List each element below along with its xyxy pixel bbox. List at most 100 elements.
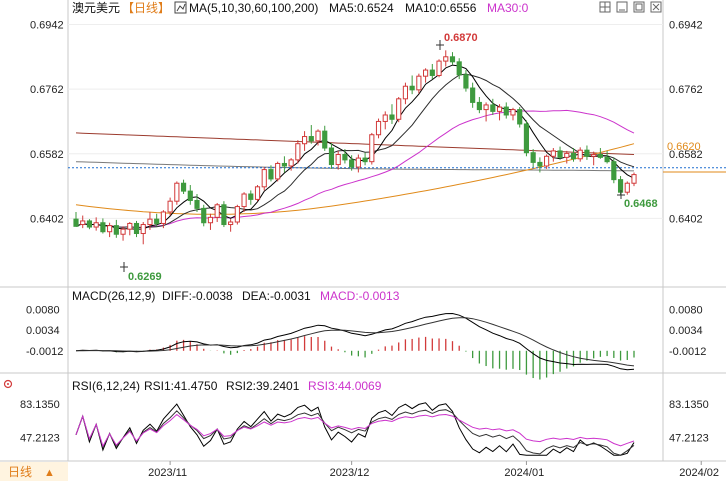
macd-diff-line — [75, 312, 635, 371]
candle-up — [160, 211, 166, 224]
candle-down — [194, 199, 200, 209]
close-icon[interactable] — [650, 1, 662, 13]
price-tick-right: 0.6402 — [669, 213, 703, 225]
candle-down — [557, 150, 563, 158]
ma5-value: MA5:0.6524 — [329, 1, 394, 15]
candle-up — [443, 56, 449, 62]
candle-down — [584, 149, 590, 157]
candle-up — [369, 134, 375, 163]
maximize-icon[interactable] — [633, 1, 645, 13]
price-tick-right: 0.6762 — [669, 84, 703, 96]
price-tick-right: 0.6582 — [669, 149, 703, 161]
candle-down — [201, 207, 207, 224]
candle-up — [355, 157, 361, 168]
candle-down — [389, 114, 395, 120]
macd-dea-value: DEA:-0.0031 — [242, 289, 311, 303]
candle-down — [503, 106, 509, 116]
rsi1-line — [75, 402, 635, 456]
recent-low-label: 0.6468 — [624, 198, 658, 210]
date-label: 2023/11 — [148, 467, 187, 479]
symbol-label: 澳元美元 — [72, 1, 120, 15]
candle-up — [174, 182, 180, 202]
candle-up — [234, 206, 240, 223]
grid-icon[interactable] — [599, 1, 611, 13]
macd-title: MACD(26,12,9) — [72, 289, 155, 303]
candle-down — [463, 74, 469, 89]
candle-up — [624, 182, 630, 193]
macd-tick-left: 0.0080 — [26, 305, 60, 317]
price-tick-left: 0.6942 — [30, 19, 64, 31]
candle-down — [154, 218, 160, 224]
price-y-axis: 0.6942 0.6942 0.6762 0.6762 0.6582 0.6582 0.64… — [30, 19, 703, 225]
date-label: 2024/02 — [679, 467, 719, 479]
candle-down — [362, 157, 368, 163]
price-tick-left: 0.6762 — [30, 84, 64, 96]
candle-up — [241, 193, 247, 208]
macd-tick-right: 0.0034 — [669, 325, 703, 337]
candle-down — [113, 225, 119, 235]
panel-frames — [0, 0, 726, 462]
ma30-line — [75, 109, 635, 229]
candle-up — [147, 218, 153, 226]
macd-tick-left: 0.0034 — [26, 325, 60, 337]
date-label: 2023/12 — [330, 467, 370, 479]
candle-up — [564, 152, 570, 158]
macd-histogram-value: MACD:-0.0013 — [320, 289, 400, 303]
period-selector[interactable]: 日线 — [8, 465, 32, 479]
candle-up — [295, 143, 301, 161]
candle-down — [268, 169, 274, 180]
candle-up — [550, 150, 556, 157]
rsi-y-axis: 83.1350 83.1350 47.2123 47.2123 — [20, 399, 709, 444]
macd-diff-value: DIFF:-0.0038 — [162, 289, 233, 303]
ma5-line — [75, 64, 635, 230]
moving-average-lines — [75, 64, 635, 230]
candle-up — [140, 224, 146, 235]
candle-down — [248, 193, 254, 200]
candle-down — [308, 136, 314, 142]
candle-up — [275, 162, 281, 180]
candle-down — [476, 101, 482, 111]
rsi-tick-right: 47.2123 — [669, 432, 709, 444]
rsi1-value: RSI1:41.4750 — [144, 379, 218, 393]
candle-up — [301, 136, 308, 145]
candle-up — [335, 153, 341, 166]
candle-down — [133, 222, 140, 235]
candle-up — [261, 169, 267, 188]
macd-header: MACD(26,12,9) DIFF:-0.0038 DEA:-0.0031 M… — [72, 289, 400, 303]
price-tick-right: 0.6942 — [669, 19, 703, 31]
candle-down — [490, 104, 496, 112]
indicator-toggle-icon[interactable] — [174, 1, 187, 14]
period-low-label: 0.6269 — [128, 271, 162, 283]
candle-up — [214, 204, 220, 218]
candle-down — [523, 123, 530, 154]
candle-up — [436, 60, 442, 76]
minimize-icon[interactable] — [616, 1, 628, 13]
candle-up — [631, 174, 637, 184]
candle-down — [470, 87, 476, 103]
ma30-value: MA30:0 — [487, 1, 529, 15]
candle-down — [449, 56, 456, 63]
candle-up — [544, 155, 550, 167]
candle-up — [107, 225, 113, 233]
candle-down — [349, 159, 355, 168]
window-controls — [599, 1, 662, 13]
price-annotations: 0.6870 0.6269 0.6468 0.6620 — [120, 32, 726, 283]
date-labels: 2023/11 2023/12 2024/01 2024/02 — [148, 461, 719, 479]
indicator-settings-icon[interactable] — [3, 379, 13, 389]
candle-down — [221, 204, 227, 226]
ma100-line — [75, 132, 635, 155]
candle-down — [604, 156, 610, 163]
candle-up — [127, 222, 133, 230]
rsi3-value: RSI3:44.0069 — [308, 379, 382, 393]
price-tick-left: 0.6402 — [30, 213, 64, 225]
ma10-value: MA10:0.6556 — [405, 1, 477, 15]
candle-up — [591, 153, 597, 157]
rsi-tick-right: 83.1350 — [669, 399, 709, 411]
ma60-line — [75, 143, 635, 215]
candle-up — [496, 106, 503, 112]
candle-up — [402, 85, 409, 100]
chevron-up-icon[interactable]: ▲ — [44, 467, 55, 479]
candle-up — [315, 130, 321, 142]
